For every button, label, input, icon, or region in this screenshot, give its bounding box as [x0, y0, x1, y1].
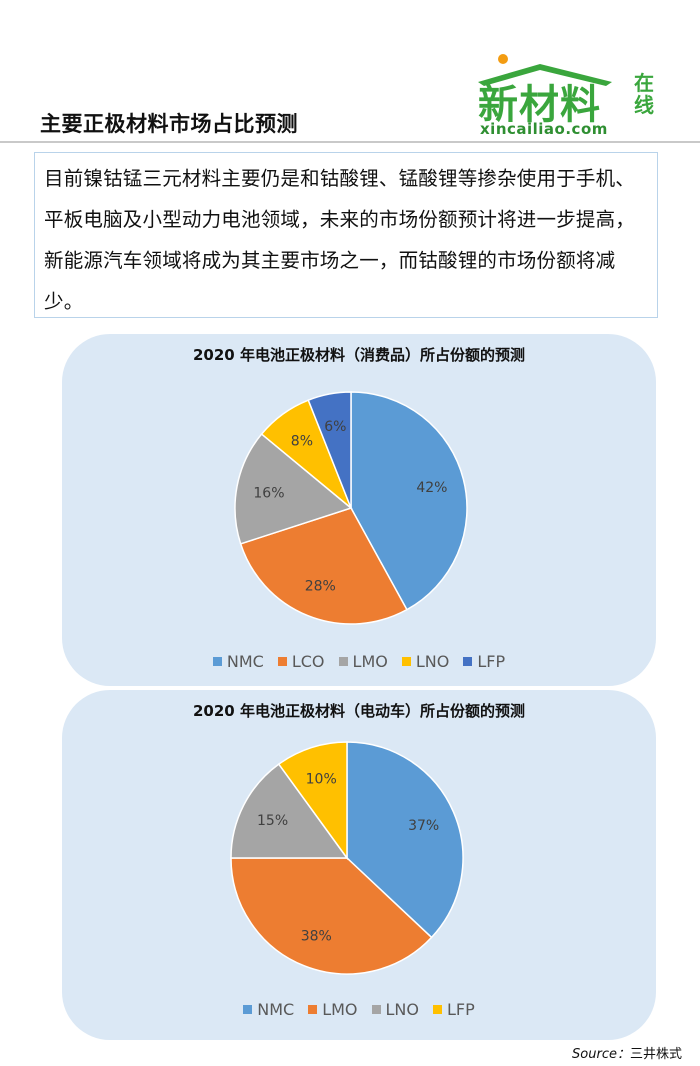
- chart-panel-consumer: 2020 年电池正极材料（消费品）所占份额的预测 42% 28% 16% 8% 6% N…: [62, 334, 656, 686]
- data-label-lno: 8%: [291, 433, 313, 449]
- data-label-nmc: 37%: [408, 818, 439, 834]
- logo-side-mark: 在线: [634, 72, 658, 116]
- legend-item-lno: LNO: [402, 652, 449, 671]
- data-label-lmo: 16%: [253, 485, 284, 501]
- legend-swatch: [463, 657, 472, 666]
- legend-label: LMO: [322, 1000, 357, 1019]
- intro-text: 目前镍钴锰三元材料主要仍是和钴酸锂、锰酸锂等掺杂使用于手机、平板电脑及小型动力电…: [44, 158, 654, 322]
- legend-item-nmc: NMC: [213, 652, 264, 671]
- legend-swatch: [433, 1005, 442, 1014]
- data-label-lmo: 38%: [301, 929, 332, 945]
- legend-swatch: [372, 1005, 381, 1014]
- page-title: 主要正极材料市场占比预测: [40, 108, 298, 138]
- legend-label: LFP: [477, 652, 505, 671]
- legend-item-lco: LCO: [278, 652, 325, 671]
- source-label: Source：: [572, 1047, 630, 1062]
- legend-item-lno: LNO: [372, 1000, 419, 1019]
- brand-logo: 新材料 在线 xincailiao.com: [470, 52, 670, 138]
- legend-item-lmo: LMO: [339, 652, 388, 671]
- legend-label: LCO: [292, 652, 325, 671]
- chart-legend: NMC LMO LNO LFP: [62, 1000, 656, 1019]
- chart-legend: NMC LCO LMO LNO LFP: [62, 652, 656, 671]
- pie-chart-ev: 37% 38% 15% 10%: [62, 690, 656, 1040]
- source-note: Source：三井株式: [572, 1043, 682, 1062]
- data-label-lno: 15%: [257, 813, 288, 829]
- legend-label: LMO: [353, 652, 388, 671]
- legend-swatch: [243, 1005, 252, 1014]
- pie-chart-consumer: 42% 28% 16% 8% 6%: [62, 334, 656, 686]
- chart-panel-ev: 2020 年电池正极材料（电动车）所占份额的预测 37% 38% 15% 10% NM…: [62, 690, 656, 1040]
- legend-swatch: [213, 657, 222, 666]
- legend-label: LNO: [416, 652, 449, 671]
- data-label-lfp: 10%: [306, 772, 337, 788]
- legend-item-lfp: LFP: [463, 652, 505, 671]
- data-label-lfp: 6%: [324, 419, 346, 435]
- legend-label: NMC: [257, 1000, 294, 1019]
- data-label-lco: 28%: [305, 579, 336, 595]
- legend-label: LFP: [447, 1000, 475, 1019]
- data-label-nmc: 42%: [416, 480, 447, 496]
- legend-item-lmo: LMO: [308, 1000, 357, 1019]
- legend-swatch: [308, 1005, 317, 1014]
- legend-item-lfp: LFP: [433, 1000, 475, 1019]
- title-divider: [0, 141, 700, 143]
- legend-swatch: [278, 657, 287, 666]
- legend-swatch: [402, 657, 411, 666]
- legend-swatch: [339, 657, 348, 666]
- source-value: 三井株式: [630, 1047, 682, 1062]
- legend-label: NMC: [227, 652, 264, 671]
- legend-label: LNO: [386, 1000, 419, 1019]
- logo-url: xincailiao.com: [480, 120, 608, 138]
- legend-item-nmc: NMC: [243, 1000, 294, 1019]
